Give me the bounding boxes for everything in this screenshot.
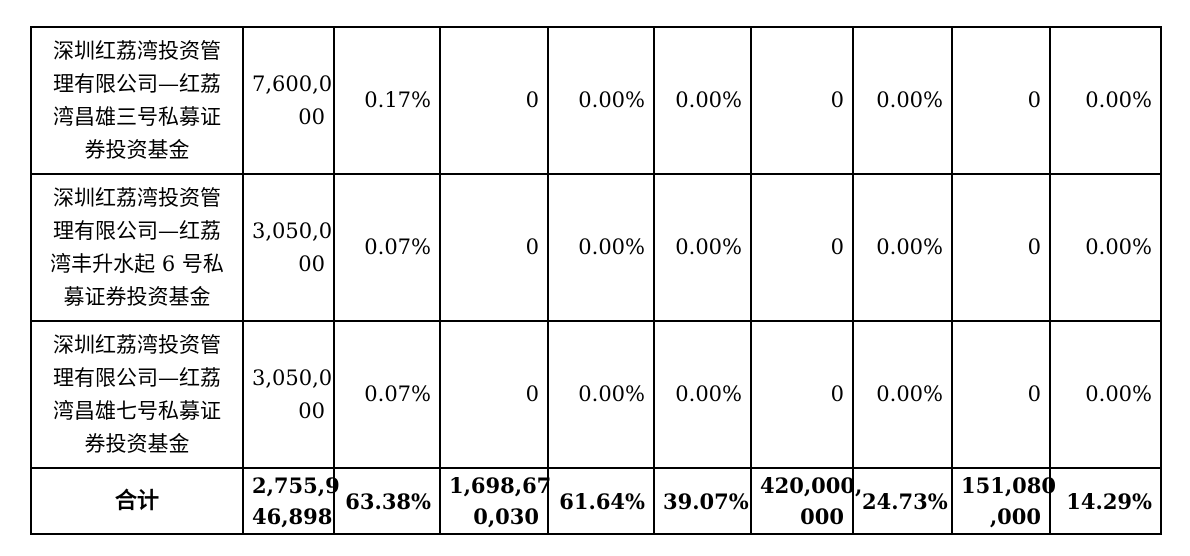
table-row: 深圳红荔湾投资管 理有限公司—红荔 湾丰升水起 6 号私 募证券投资基金 3,0… xyxy=(30,173,1162,322)
shares-held-cell: 3,050,0 00 xyxy=(242,173,335,322)
holding-ratio-cell: 0.07% xyxy=(333,320,441,469)
fund-name-line: 理有限公司—红荔 xyxy=(53,365,221,390)
total-unrestricted-shares-line: ,000 xyxy=(989,504,1041,529)
total-unrestricted-shares-cell: 151,080 ,000 xyxy=(951,467,1056,535)
fund-name-line: 理有限公司—红荔 xyxy=(53,218,221,243)
pledged-ratio-of-holding-cell: 0.00% xyxy=(547,26,655,175)
total-pledged-ratio-of-holding-cell: 61.64% xyxy=(547,467,655,535)
total-restricted-shares-cell: 420,000, 000 xyxy=(750,467,863,535)
unrestricted-shares-cell: 0 xyxy=(951,26,1051,175)
shares-held-line: 00 xyxy=(298,104,325,129)
total-row: 合计 2,755,9 46,898 63.38% 1,698,67 0,030 … xyxy=(30,467,1162,535)
shares-held-line: 7,600,0 xyxy=(252,71,333,96)
fund-name-cell: 深圳红荔湾投资管 理有限公司—红荔 湾丰升水起 6 号私 募证券投资基金 xyxy=(30,173,244,322)
total-pledged-shares-line: 1,698,67 xyxy=(449,473,552,498)
shares-held-line: 00 xyxy=(298,251,325,276)
fund-name-line: 湾昌雄七号私募证 xyxy=(53,398,221,423)
shares-held-line: 00 xyxy=(298,398,325,423)
pledged-ratio-of-total-cell: 0.00% xyxy=(653,173,752,322)
fund-name-line: 券投资基金 xyxy=(84,137,190,162)
shares-held-cell: 7,600,0 00 xyxy=(242,26,335,175)
shareholding-table: 深圳红荔湾投资管 理有限公司—红荔 湾昌雄三号私募证 券投资基金 7,600,0… xyxy=(30,26,1162,535)
restricted-ratio-cell: 0.00% xyxy=(852,26,953,175)
restricted-shares-cell: 0 xyxy=(750,173,854,322)
fund-name-line: 湾昌雄三号私募证 xyxy=(53,104,221,129)
total-shares-held-cell: 2,755,9 46,898 xyxy=(242,467,340,535)
holding-ratio-cell: 0.17% xyxy=(333,26,441,175)
fund-name-line: 深圳红荔湾投资管 xyxy=(53,332,221,357)
total-label: 合计 xyxy=(30,467,244,535)
restricted-shares-cell: 0 xyxy=(750,320,854,469)
total-restricted-shares-line: 420,000, xyxy=(760,473,863,498)
total-shares-held-line: 2,755,9 xyxy=(252,473,340,498)
pledged-shares-cell: 0 xyxy=(439,26,549,175)
shares-held-line: 3,050,0 xyxy=(252,218,333,243)
total-restricted-ratio-cell: 24.73% xyxy=(852,467,953,535)
pledged-ratio-of-holding-cell: 0.00% xyxy=(547,173,655,322)
unrestricted-ratio-cell: 0.00% xyxy=(1049,173,1162,322)
holding-ratio-cell: 0.07% xyxy=(333,173,441,322)
total-pledged-shares-cell: 1,698,67 0,030 xyxy=(439,467,552,535)
fund-name-line: 深圳红荔湾投资管 xyxy=(53,185,221,210)
restricted-shares-cell: 0 xyxy=(750,26,854,175)
restricted-ratio-cell: 0.00% xyxy=(852,173,953,322)
pledged-ratio-of-total-cell: 0.00% xyxy=(653,320,752,469)
total-shares-held-line: 46,898 xyxy=(252,504,333,529)
fund-name-cell: 深圳红荔湾投资管 理有限公司—红荔 湾昌雄三号私募证 券投资基金 xyxy=(30,26,244,175)
unrestricted-ratio-cell: 0.00% xyxy=(1049,26,1162,175)
fund-name-line: 理有限公司—红荔 xyxy=(53,71,221,96)
pledged-shares-cell: 0 xyxy=(439,173,549,322)
total-pledged-ratio-of-total-cell: 39.07% xyxy=(653,467,752,535)
pledged-ratio-of-total-cell: 0.00% xyxy=(653,26,752,175)
fund-name-cell: 深圳红荔湾投资管 理有限公司—红荔 湾昌雄七号私募证 券投资基金 xyxy=(30,320,244,469)
restricted-ratio-cell: 0.00% xyxy=(852,320,953,469)
total-holding-ratio-cell: 63.38% xyxy=(333,467,441,535)
unrestricted-shares-cell: 0 xyxy=(951,320,1051,469)
total-unrestricted-ratio-cell: 14.29% xyxy=(1049,467,1162,535)
fund-name-line: 湾丰升水起 6 号私 xyxy=(50,251,224,276)
total-restricted-shares-line: 000 xyxy=(800,504,844,529)
pledged-ratio-of-holding-cell: 0.00% xyxy=(547,320,655,469)
table-row: 深圳红荔湾投资管 理有限公司—红荔 湾昌雄七号私募证 券投资基金 3,050,0… xyxy=(30,320,1162,469)
table-row: 深圳红荔湾投资管 理有限公司—红荔 湾昌雄三号私募证 券投资基金 7,600,0… xyxy=(30,26,1162,175)
fund-name-line: 募证券投资基金 xyxy=(63,284,211,309)
shares-held-line: 3,050,0 xyxy=(252,365,333,390)
fund-name-line: 券投资基金 xyxy=(84,431,190,456)
unrestricted-shares-cell: 0 xyxy=(951,173,1051,322)
total-pledged-shares-line: 0,030 xyxy=(473,504,539,529)
unrestricted-ratio-cell: 0.00% xyxy=(1049,320,1162,469)
shares-held-cell: 3,050,0 00 xyxy=(242,320,335,469)
pledged-shares-cell: 0 xyxy=(439,320,549,469)
fund-name-line: 深圳红荔湾投资管 xyxy=(53,38,221,63)
total-unrestricted-shares-line: 151,080 xyxy=(961,473,1056,498)
